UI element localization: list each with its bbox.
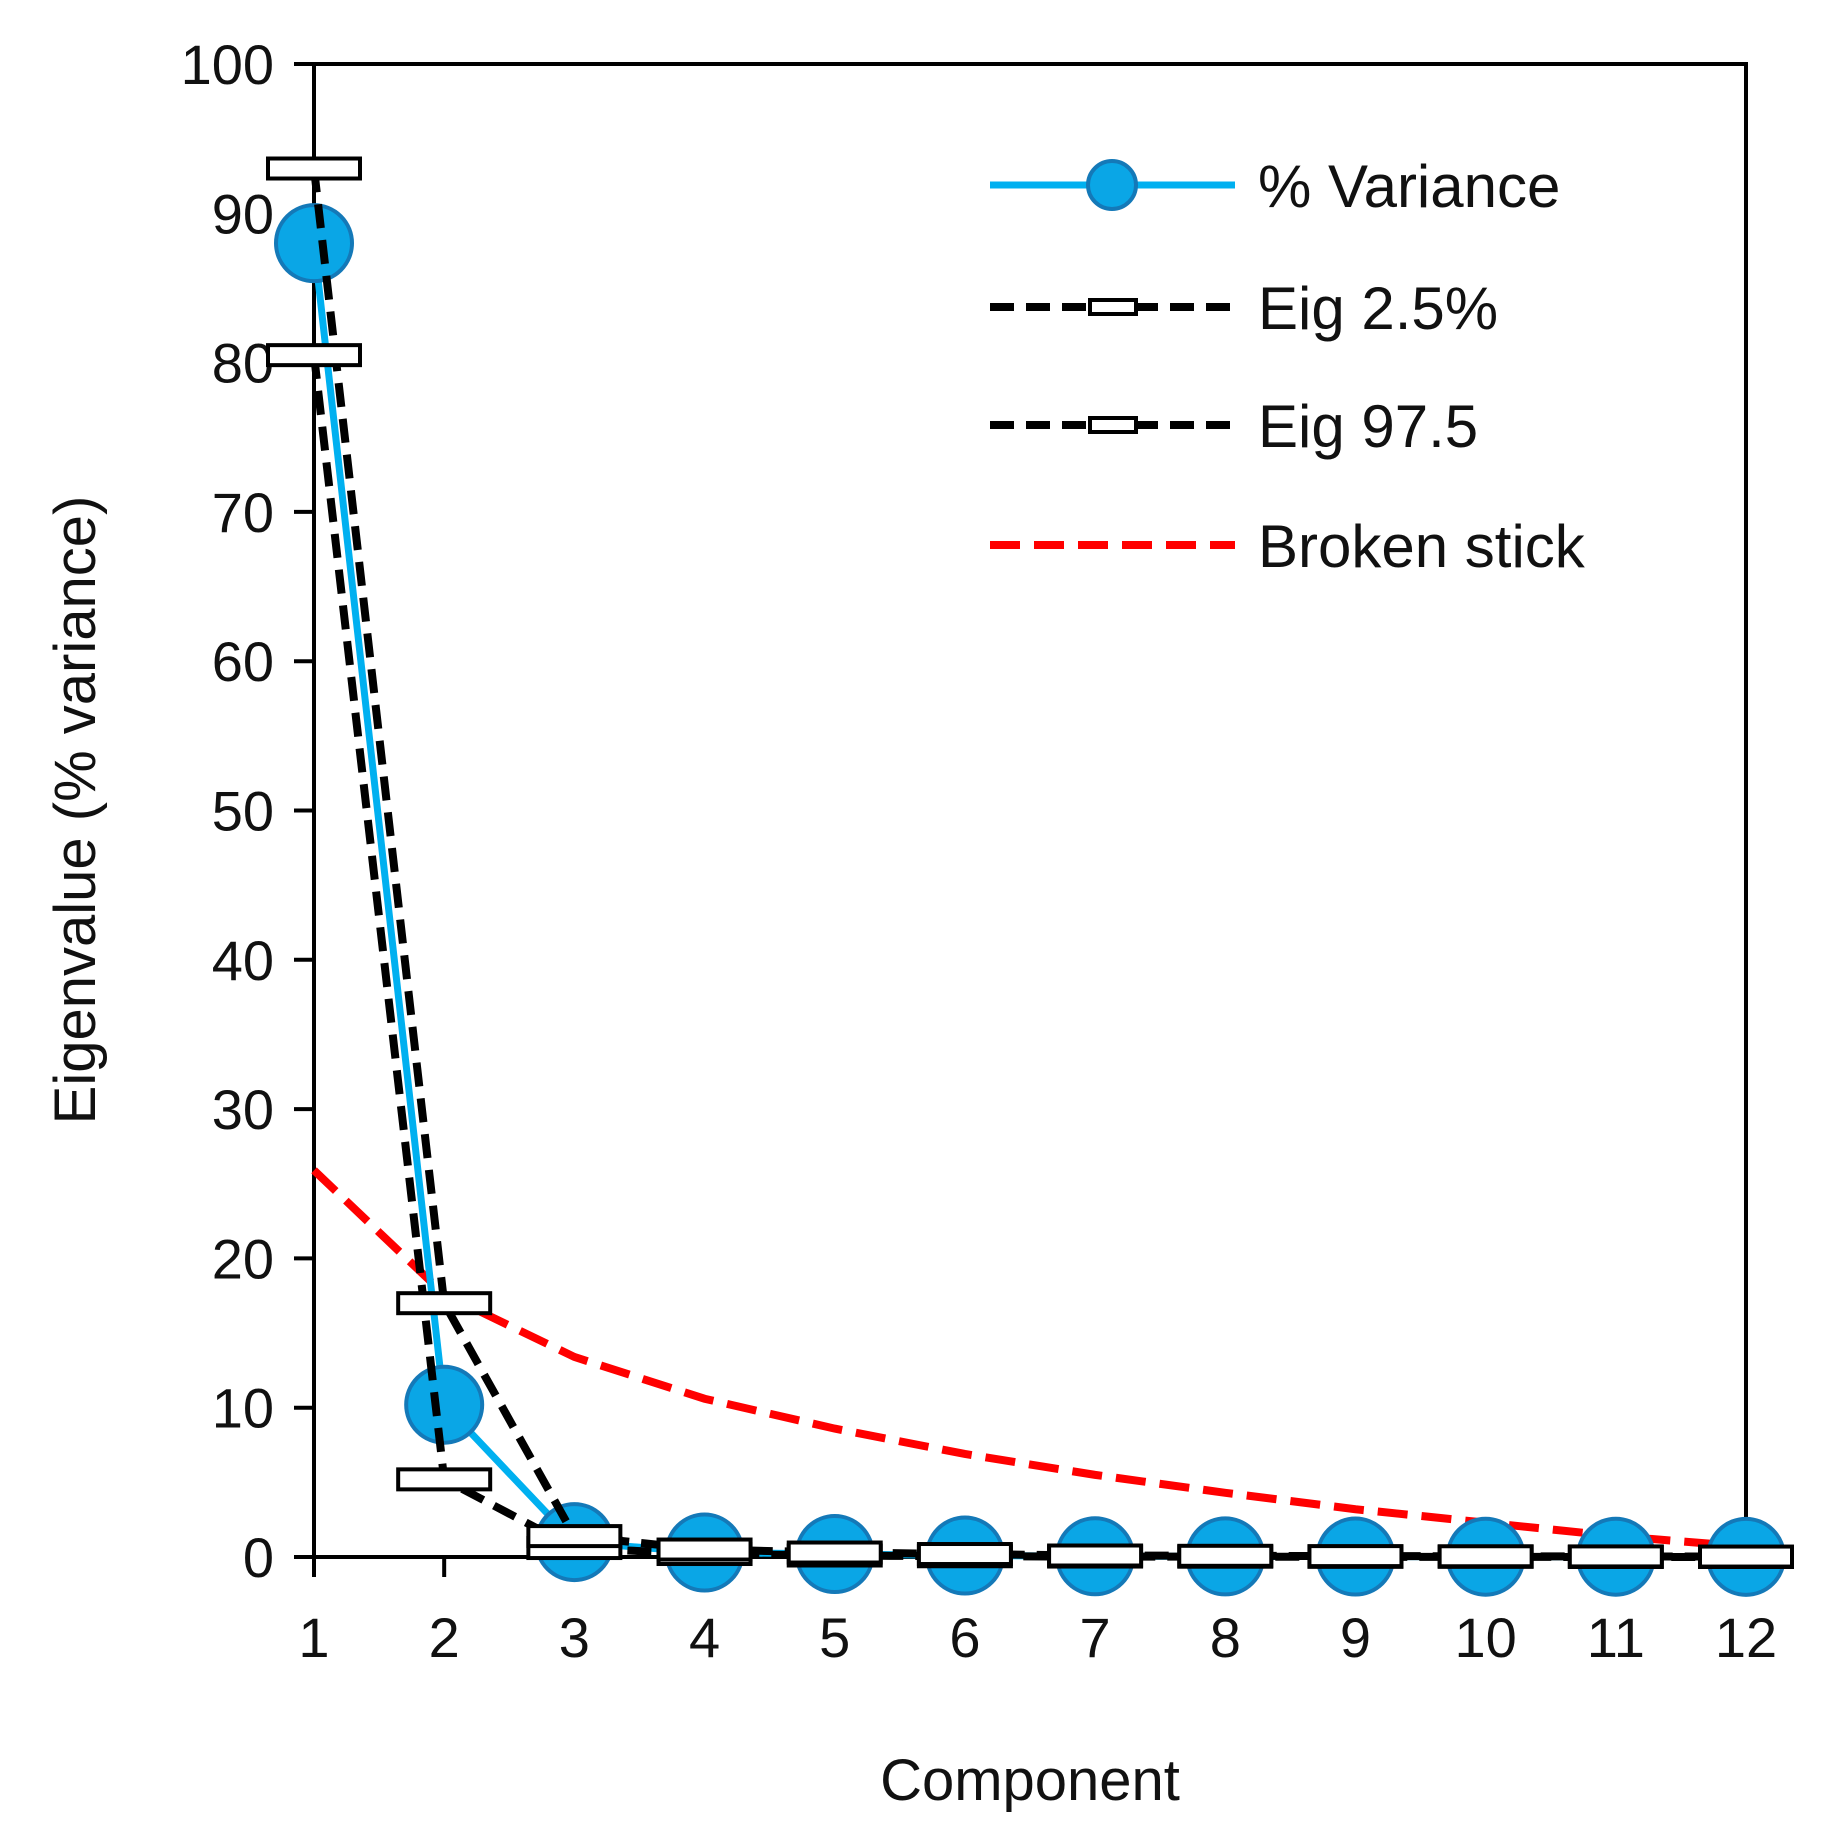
broken-stick-line <box>311 1167 1747 1551</box>
legend-eig-97-5-marker <box>1088 416 1138 434</box>
x-tick-label: 1 <box>298 1606 329 1669</box>
y-axis-title: Eigenvalue (% variance) <box>43 496 108 1125</box>
eig-97-5-marker <box>916 1542 1013 1567</box>
y-tick-label: 50 <box>212 780 274 843</box>
eig-97-5-marker <box>1698 1544 1794 1569</box>
x-tick-label: 2 <box>429 1606 460 1669</box>
y-tick-label: 90 <box>212 182 274 245</box>
x-tick-label: 5 <box>819 1606 850 1669</box>
x-tick-label: 8 <box>1210 1606 1241 1669</box>
eig-97-5-marker <box>1437 1544 1534 1569</box>
x-tick-label: 3 <box>559 1606 590 1669</box>
legend: % Variance Eig 2.5% Eig 97.5 Broken stic… <box>990 153 1586 580</box>
eig-2-5-marker <box>396 1467 493 1492</box>
y-tick-label: 0 <box>243 1526 274 1589</box>
legend-entry-broken-stick: Broken stick <box>990 513 1586 580</box>
eig-97-5-marker <box>1177 1543 1274 1568</box>
x-tick-label: 6 <box>949 1606 980 1669</box>
x-axis-title: Component <box>880 1748 1180 1813</box>
x-tick-label: 4 <box>689 1606 720 1669</box>
x-tick-label: 11 <box>1587 1606 1645 1669</box>
eig-97-5-marker <box>1567 1544 1664 1569</box>
eig-97-5-marker <box>656 1537 753 1562</box>
y-tick-label: 60 <box>212 630 274 693</box>
y-tick-label: 70 <box>212 481 274 544</box>
legend-label-broken-stick: Broken stick <box>1258 513 1586 580</box>
legend-label-eig-2-5: Eig 2.5% <box>1258 275 1498 342</box>
legend-label-eig-97-5: Eig 97.5 <box>1258 393 1478 460</box>
legend-label-variance: % Variance <box>1258 153 1560 220</box>
y-tick-label: 80 <box>212 332 274 395</box>
x-tick-label: 10 <box>1454 1606 1516 1669</box>
x-axis: 1 2 3 4 5 6 7 8 9 10 11 12 <box>298 1555 1777 1669</box>
legend-entry-eig-2-5: Eig 2.5% <box>990 275 1498 342</box>
eig-97-5-marker <box>396 1291 493 1316</box>
legend-entry-variance: % Variance <box>990 153 1560 220</box>
x-tick-label: 7 <box>1080 1606 1111 1669</box>
eig-97-5-marker <box>1307 1544 1404 1569</box>
y-tick-label: 20 <box>212 1227 274 1290</box>
legend-eig-2-5-marker <box>1088 298 1138 316</box>
eigen-bound-series <box>266 156 1794 1569</box>
legend-variance-marker <box>1086 159 1138 211</box>
eig-97-5-marker <box>526 1524 623 1549</box>
legend-entry-eig-97-5: Eig 97.5 <box>990 393 1478 460</box>
variance-point <box>274 203 354 284</box>
plot-area <box>312 62 1748 1559</box>
y-tick-label: 30 <box>212 1078 274 1141</box>
y-axis: 0 10 20 30 40 50 60 70 80 90 100 <box>181 33 314 1589</box>
eig-2-5-marker <box>266 343 362 368</box>
variance-point <box>404 1364 485 1445</box>
y-tick-label: 40 <box>212 929 274 992</box>
x-tick-label: 9 <box>1340 1606 1371 1669</box>
eig-97-5-marker <box>266 156 362 181</box>
y-tick-label: 10 <box>212 1377 274 1440</box>
eig-97-5-marker <box>786 1540 883 1565</box>
broken-stick-series <box>311 1167 1747 1551</box>
eig-97-5-marker <box>1047 1543 1144 1568</box>
y-tick-label: 100 <box>181 33 274 96</box>
x-tick-label: 12 <box>1715 1606 1777 1669</box>
